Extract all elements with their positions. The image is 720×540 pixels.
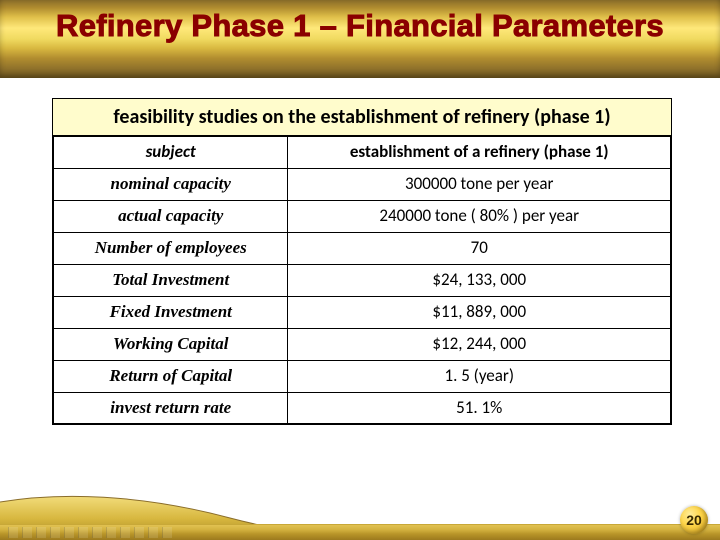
table-row: Working Capital $12, 244, 000 [54,328,671,360]
row-value: 240000 tone ( 80% ) per year [288,200,671,232]
row-subject: Number of employees [54,232,288,264]
row-subject: Total Investment [54,264,288,296]
slide-title: Refinery Phase 1 – Financial Parameters [0,8,720,44]
row-subject: Return of Capital [54,360,288,392]
table-header-row: subject establishment of a refinery (pha… [54,137,671,169]
page-number-badge: 20 [680,506,708,534]
footer-bar [0,524,720,540]
financial-table: subject establishment of a refinery (pha… [53,136,671,424]
row-subject: nominal capacity [54,168,288,200]
row-value: 1. 5 (year) [288,360,671,392]
page-number: 20 [686,512,702,528]
row-value: $24, 133, 000 [288,264,671,296]
table-row: actual capacity 240000 tone ( 80% ) per … [54,200,671,232]
table-row: invest return rate 51. 1% [54,392,671,424]
header-subject: subject [54,137,288,169]
slide: Refinery Phase 1 – Financial Parameters … [0,0,720,540]
table-caption: feasibility studies on the establishment… [53,99,671,136]
table-row: Total Investment $24, 133, 000 [54,264,671,296]
footer: 20 [0,492,720,540]
row-value: 300000 tone per year [288,168,671,200]
table-row: Number of employees 70 [54,232,671,264]
row-subject: Fixed Investment [54,296,288,328]
row-value: 51. 1% [288,392,671,424]
row-value: $11, 889, 000 [288,296,671,328]
table-row: nominal capacity 300000 tone per year [54,168,671,200]
row-subject: actual capacity [54,200,288,232]
table-row: Fixed Investment $11, 889, 000 [54,296,671,328]
row-value: 70 [288,232,671,264]
footer-ticks [8,527,172,538]
row-subject: invest return rate [54,392,288,424]
row-value: $12, 244, 000 [288,328,671,360]
content-box: feasibility studies on the establishment… [52,98,672,425]
row-subject: Working Capital [54,328,288,360]
header-value: establishment of a refinery (phase 1) [288,137,671,169]
table-row: Return of Capital 1. 5 (year) [54,360,671,392]
